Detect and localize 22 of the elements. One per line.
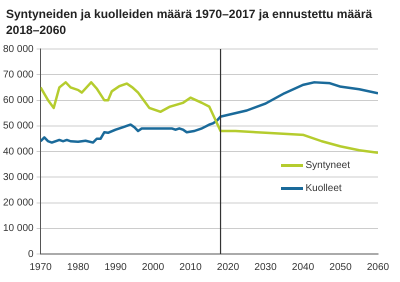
chart-title: Syntyneiden ja kuolleiden määrä 1970–2017 ja ennustettu määrä 2018–2060	[5, 6, 374, 38]
y-tick-label: 70 000	[2, 69, 34, 80]
x-tick-label: 2000	[142, 262, 165, 273]
x-tick-label: 2010	[179, 262, 202, 273]
y-tick-label: 50 000	[2, 120, 34, 132]
y-tick-label: 40 000	[2, 146, 34, 158]
x-tick-label: 2030	[254, 262, 278, 273]
x-tick-label: 2050	[329, 262, 352, 273]
x-tick-label: 1970	[29, 262, 52, 273]
x-tick-label: 2040	[292, 262, 315, 273]
y-tick-label: 0	[28, 248, 34, 260]
y-tick-label: 80 000	[2, 44, 34, 55]
y-tick-label: 30 000	[2, 172, 34, 183]
y-tick-label: 10 000	[2, 223, 34, 234]
x-tick-label: 2060	[366, 262, 390, 273]
y-tick-label: 20 000	[2, 198, 34, 208]
legend-label: Syntyneet	[306, 160, 350, 171]
x-tick-label: 2020	[216, 262, 240, 273]
y-tick-label: 60 000	[2, 95, 34, 106]
legend-label: Kuolleet	[306, 183, 342, 194]
x-tick-label: 1990	[104, 262, 128, 273]
x-tick-label: 1980	[66, 262, 90, 273]
